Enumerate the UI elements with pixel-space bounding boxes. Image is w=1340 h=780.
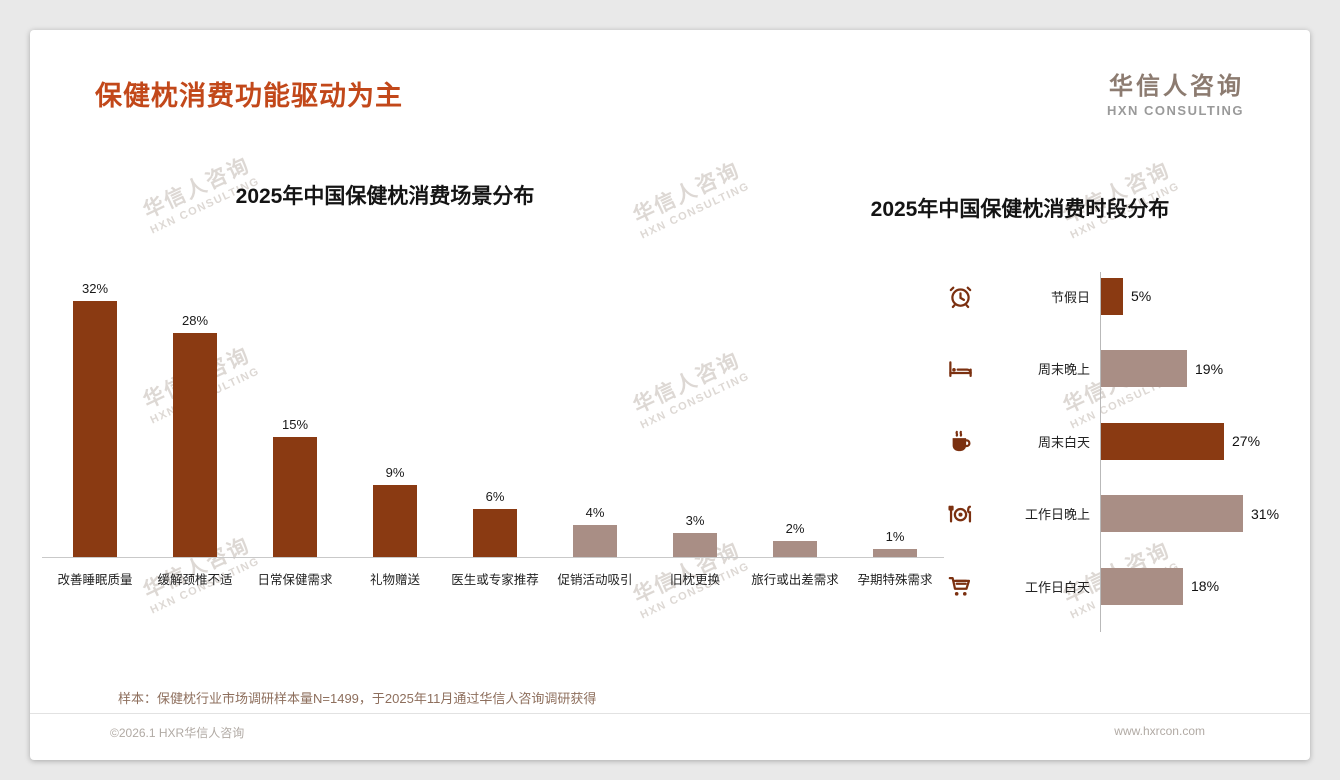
scenario-chart-title: 2025年中国保健枕消费场景分布 [235,185,535,208]
bar [273,437,317,557]
time-chart: 节假日 5% 周末晚上 19% 周末白天 27% 工作日晚上 31% 工作日白天 18% [925,260,1300,632]
bar [1100,567,1183,605]
bar-column: 1% [845,272,945,557]
bar-category-label: 促销活动吸引 [557,573,633,587]
cart-icon [925,573,995,600]
bar-value-label: 15% [281,417,309,432]
bar-value-label: 9% [385,465,405,480]
scenario-bars: 32% 28% 15% 9% 6% 4% 3% 2% 1% [45,272,945,557]
bar-column: 32% [45,272,145,557]
bar-value-label: 19% [1195,360,1224,377]
bar-value-label: 1% [885,529,905,544]
footer: ©2026.1 HXR华信人咨询 www.hxrcon.com [110,724,1205,741]
bar-column: 28% [145,272,245,557]
bar-value-label: 32% [81,281,109,296]
bar-value-label: 3% [685,513,705,528]
time-row: 周末白天 27% [925,405,1300,478]
bar-category-label: 节假日 [1050,289,1090,305]
bar-value-label: 27% [1232,433,1261,450]
bar [1100,495,1243,533]
logo-name: 华信人咨询 [1109,73,1244,100]
bar-category-label: 孕期特殊需求 [857,573,933,587]
bar-column: 4% [545,272,645,557]
bar-value-label: 5% [1131,288,1152,305]
bar [1100,277,1123,315]
time-rows: 节假日 5% 周末晚上 19% 周末白天 27% 工作日晚上 31% 工作日白天 18% [925,260,1300,623]
scenario-category-row: 改善睡眠质量 缓解颈椎不适 日常保健需求 礼物赠送 医生或专家推荐 促销活动吸引 旧枕更换 旅… [45,569,945,588]
bar [173,333,217,557]
bar-value-label: 28% [181,313,209,328]
time-y-axis [1100,272,1101,632]
page-title: 保健枕消费功能驱动为主 [95,81,403,111]
bar-category-label: 日常保健需求 [257,573,333,587]
bar [1100,422,1224,460]
logo: 华信人咨询 HXN CONSULTING [1107,66,1244,118]
bar-value-label: 4% [585,505,605,520]
bar-column: 15% [245,272,345,557]
watermark-subtext: HXN CONSULTING [638,560,752,622]
bar-category-label: 改善睡眠质量 [57,573,133,587]
bar [73,301,117,557]
bar-category-label: 周末白天 [1037,434,1090,450]
bar [873,549,917,557]
bar-category-label: 工作日白天 [1024,579,1090,595]
bar-category-label: 缓解颈椎不适 [157,573,233,587]
bar-category-label: 礼物赠送 [369,573,420,587]
bar-column: 6% [445,272,545,557]
bar-category-label: 旧枕更换 [669,573,720,587]
logo-subtitle: HXN CONSULTING [1106,103,1244,118]
slide-card: 华信人咨询 HXN CONSULTING 华信人咨询 HXN CONSULTING 华信… [30,30,1310,760]
bar-value-label: 2% [785,521,805,536]
bar [473,509,517,557]
bar-column: 9% [345,272,445,557]
bar [773,541,817,557]
bed-icon [925,355,995,382]
footer-divider [30,713,1310,714]
bar [1100,350,1187,388]
bar-value-label: 31% [1251,505,1280,522]
bar-category-label: 旅行或出差需求 [751,573,839,587]
bar-category-label: 工作日晚上 [1024,507,1090,523]
time-row: 节假日 5% [925,260,1300,333]
sample-footnote: 样本：保健枕行业市场调研样本量N=1499，于2025年11月通过华信人咨询调研… [118,691,597,706]
footer-copyright: ©2026.1 HXR华信人咨询 [110,726,245,740]
dining-icon [925,500,995,527]
time-row: 工作日晚上 31% [925,478,1300,551]
bar [373,485,417,557]
bar-value-label: 18% [1191,578,1220,595]
bar [673,533,717,557]
bar [573,525,617,557]
time-chart-title: 2025年中国保健枕消费时段分布 [870,198,1170,221]
footer-website: www.hxrcon.com [1114,724,1205,738]
bar-category-label: 医生或专家推荐 [451,573,539,587]
bar-value-label: 6% [485,489,505,504]
coffee-icon [925,428,995,455]
bar-column: 3% [645,272,745,557]
time-row: 周末晚上 19% [925,333,1300,406]
time-row: 工作日白天 18% [925,550,1300,623]
alarm-clock-icon [925,283,995,310]
bar-column: 2% [745,272,845,557]
bar-category-label: 周末晚上 [1037,362,1090,378]
scenario-x-axis [42,557,944,558]
